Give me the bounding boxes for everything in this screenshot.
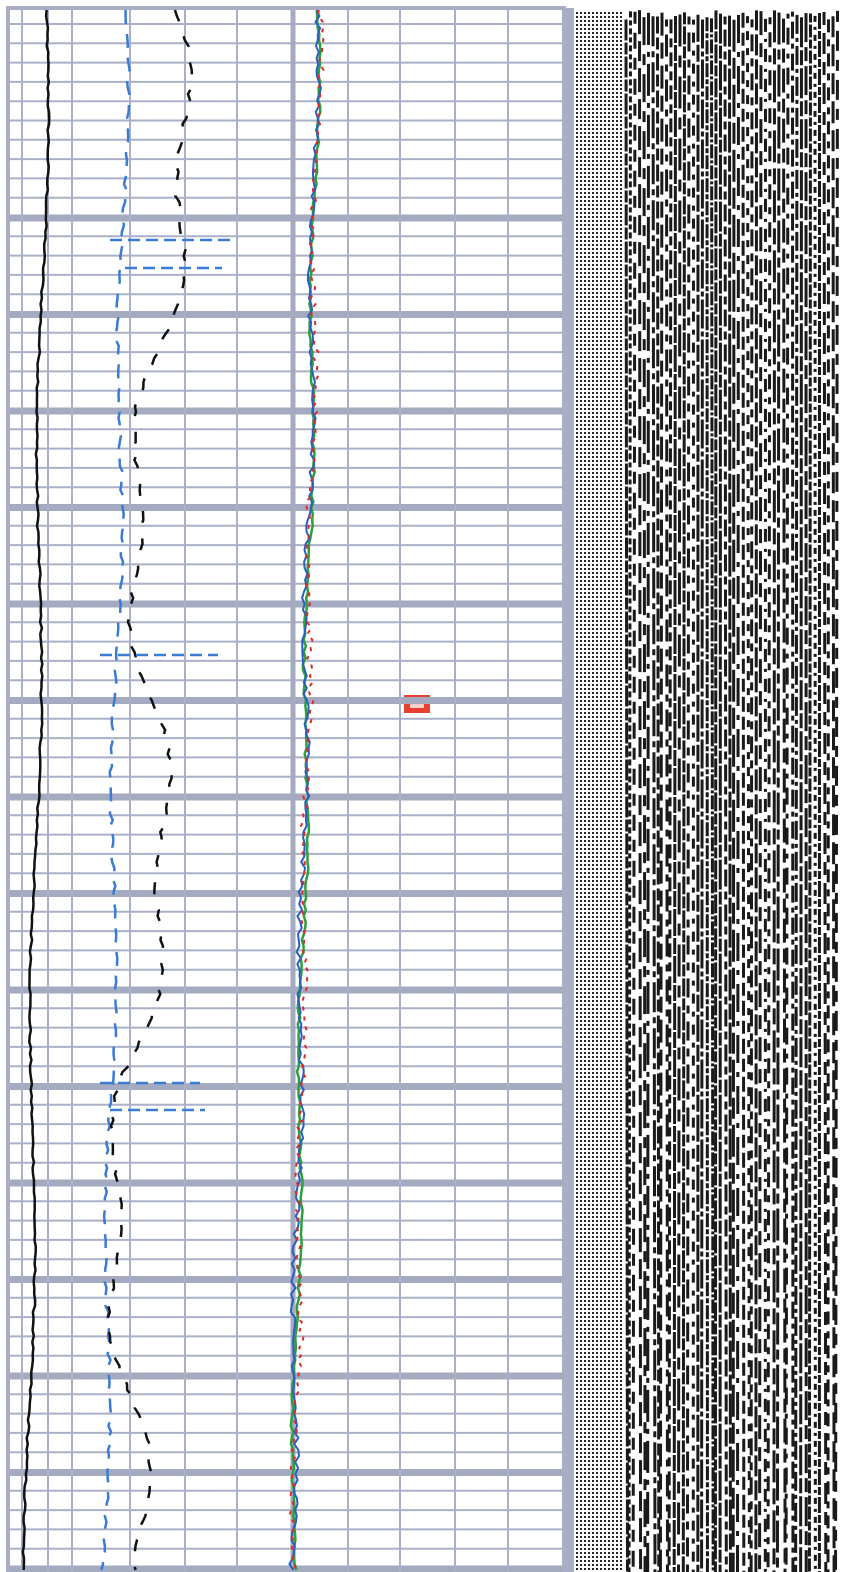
seismic-trace [766, 17, 772, 1572]
seismic-trace [646, 12, 650, 1572]
seismic-trace [700, 19, 704, 1572]
track-separator [564, 8, 574, 1572]
curve-red [288, 9, 325, 1571]
seismic-trace [741, 12, 746, 1572]
grid [10, 10, 562, 1572]
dotted-strip [576, 12, 622, 1572]
seismic-trace [685, 16, 691, 1572]
seismic-panel [624, 10, 839, 1572]
seismic-trace [631, 11, 637, 1572]
curve-dashed-blue [100, 10, 131, 1571]
seismic-trace [642, 17, 647, 1572]
seismic-trace [672, 16, 677, 1572]
curve-blue [288, 9, 322, 1571]
log-track-frame [6, 6, 566, 1572]
seismic-trace [736, 14, 740, 1572]
seismic-trace [656, 16, 661, 1572]
seismic-trace [681, 12, 686, 1572]
seismic-trace [834, 10, 839, 1572]
seismic-trace [728, 15, 732, 1572]
seismic-trace [794, 14, 799, 1572]
seismic-trace [782, 18, 787, 1572]
seismic-trace [713, 10, 718, 1572]
curves [21, 9, 325, 1571]
seismic-trace [731, 19, 736, 1572]
seismic-trace [627, 11, 632, 1572]
seismic-trace [723, 16, 728, 1572]
seismic-trace [799, 17, 803, 1572]
seismic-trace [667, 19, 673, 1572]
curve-solid-black [21, 9, 51, 1571]
seismic-trace [746, 16, 751, 1572]
seismic-trace [658, 12, 664, 1572]
seismic-trace [831, 16, 836, 1572]
seismic-trace [749, 19, 754, 1572]
seismic-trace [822, 11, 828, 1572]
seismic-trace [677, 14, 682, 1572]
seismic-trace [758, 11, 763, 1572]
seismic-trace [754, 10, 758, 1572]
curve-dashed-black [106, 9, 194, 1571]
seismic-trace [710, 18, 715, 1572]
seismic-trace [772, 10, 776, 1572]
seismic-trace [665, 19, 669, 1572]
seismic-trace [784, 13, 790, 1572]
seismic-trace [651, 16, 657, 1572]
